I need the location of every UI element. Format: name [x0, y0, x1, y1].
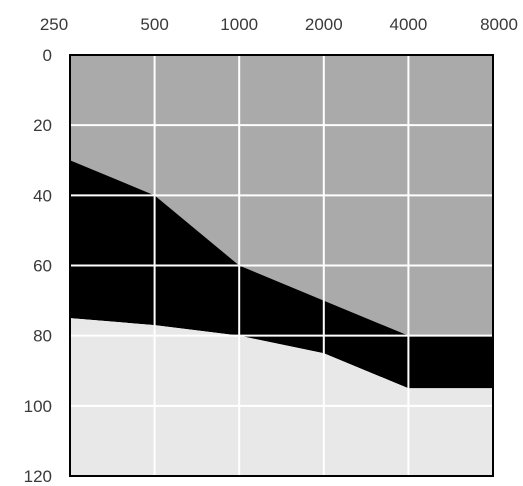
x-tick-label: 8000 [480, 15, 518, 34]
x-tick-label: 2000 [305, 15, 343, 34]
x-tick-label: 4000 [389, 15, 427, 34]
y-tick-label: 80 [33, 327, 52, 346]
y-tick-labels: 0 20 40 60 80 100 120 [24, 46, 52, 486]
x-tick-label: 250 [40, 15, 68, 34]
y-tick-label: 0 [43, 46, 52, 65]
x-tick-label: 500 [140, 15, 168, 34]
y-tick-label: 100 [24, 397, 52, 416]
x-tick-label: 1000 [220, 15, 258, 34]
y-tick-label: 60 [33, 257, 52, 276]
y-tick-label: 120 [24, 467, 52, 486]
y-tick-label: 20 [33, 116, 52, 135]
plot-area [70, 55, 493, 476]
y-tick-label: 40 [33, 186, 52, 205]
x-tick-labels: 250 500 1000 2000 4000 8000 [40, 15, 518, 34]
